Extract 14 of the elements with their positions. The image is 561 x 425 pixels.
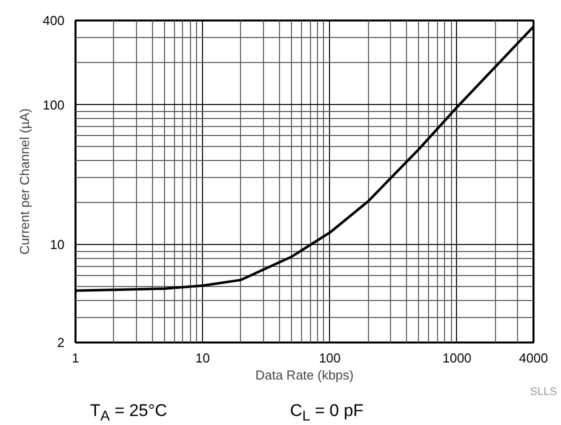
x-tick-label: 1 [72,350,80,366]
text: C$_{L}$ = 0 pF [290,400,364,425]
x-axis-title: Data Rate (kbps) [255,368,354,382]
text: T$_{A}$ = 25°C [90,400,168,425]
y-tick-label: 10 [50,237,65,252]
text: SLLS [530,385,557,400]
x-tick-label: 4000 [519,350,548,366]
y-tick-label: 2 [57,335,65,350]
y-tick-label: 100 [42,97,65,112]
x-tick-label: 10 [195,350,210,366]
x-tick-label: 100 [318,350,341,366]
y-tick-label: 400 [42,13,65,28]
x-tick-label: 1000 [442,350,472,366]
y-axis-title: Current per Channel (µA) [16,108,32,255]
